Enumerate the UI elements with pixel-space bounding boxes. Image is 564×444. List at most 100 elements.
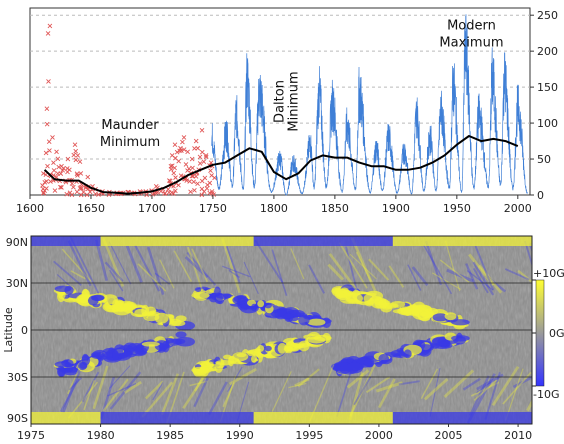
red-x-marker (47, 23, 53, 29)
field-patch (91, 353, 104, 360)
red-x-marker (41, 190, 46, 196)
poleward-streak (271, 371, 292, 412)
field-patch (175, 315, 187, 322)
field-patch (54, 361, 72, 368)
poleward-streak (227, 366, 243, 393)
poleward-streak (468, 253, 495, 287)
poleward-streak (429, 367, 441, 418)
red-x-marker (173, 188, 178, 194)
red-x-marker (201, 159, 207, 165)
red-x-marker (50, 135, 55, 140)
x-tick-label: 1900 (382, 202, 410, 215)
south-polar-band (392, 412, 532, 424)
field-patch (171, 338, 186, 345)
annotation: Dalton Minimum (273, 71, 302, 131)
poleward-streak (67, 240, 92, 287)
top-grid (30, 14, 530, 160)
y-tick-label: 50 (537, 153, 551, 166)
lat-tick-label: 90N (6, 236, 28, 249)
year-tick-label: 1975 (17, 429, 45, 442)
red-x-marker (173, 175, 178, 180)
north-polar-band (100, 236, 254, 246)
poleward-streak (186, 251, 217, 286)
poleward-streak (353, 376, 372, 406)
poleward-streak (472, 261, 495, 296)
poleward-streak (470, 381, 500, 397)
red-x-marker (42, 188, 47, 193)
poleward-streak (53, 260, 82, 287)
red-x-marker (192, 188, 197, 193)
sunspot-chart: 1600 1650 1700 1750 1800 1850 1900 1950 2000 0 50… (16, 7, 558, 215)
red-x-marker (209, 191, 215, 196)
poleward-streak (348, 372, 364, 421)
year-tick-label: 1980 (87, 429, 115, 442)
poleward-streak (474, 245, 494, 291)
poleward-streak (109, 371, 142, 410)
field-patch (223, 293, 232, 299)
lat-tick-label: 30N (6, 277, 28, 290)
field-patch (363, 294, 373, 303)
poleward-streak (184, 256, 209, 279)
poleward-streak (473, 379, 498, 401)
poleward-streak (243, 261, 259, 295)
poleward-streak (378, 378, 396, 409)
field-patch (390, 349, 406, 357)
red-x-marker (185, 168, 190, 173)
red-x-marker (59, 185, 64, 190)
red-x-marker (71, 152, 77, 158)
poleward-streak (502, 371, 532, 405)
red-x-marker (199, 192, 205, 198)
red-x-marker (41, 171, 46, 176)
red-x-marker (193, 138, 199, 144)
poleward-streak (517, 269, 532, 284)
poleward-streak (294, 377, 310, 387)
poleward-streak (465, 263, 479, 290)
poleward-streak (104, 261, 124, 283)
red-x-marker (46, 139, 52, 145)
field-patch (378, 353, 390, 364)
poleward-streak (443, 369, 475, 399)
poleward-streak (439, 259, 470, 283)
field-patch (298, 340, 310, 352)
field-patch (154, 312, 169, 324)
field-patch (307, 318, 326, 326)
x-tick-label: 2000 (504, 202, 532, 215)
colorbar-tick-label: -10G (533, 388, 560, 401)
field-patch (264, 302, 272, 309)
poleward-streak (102, 237, 125, 287)
poleward-streak (368, 258, 390, 281)
red-x-marker (46, 79, 51, 84)
red-x-marker (52, 188, 58, 193)
lat-tick-label: 30S (7, 371, 28, 384)
heatmap-lat-lines (31, 282, 532, 378)
field-patch (112, 299, 120, 310)
south-polar-band (31, 412, 101, 424)
poleward-streak (468, 375, 490, 416)
red-x-marker (67, 167, 72, 173)
red-x-marker (190, 165, 195, 171)
heatmap-ylabel: Latitude (2, 307, 15, 353)
field-patch (123, 301, 137, 311)
poleward-streak (67, 367, 81, 395)
butterfly-diagram: 90N 30N 0 30S 90S 1975 1980 1985 1990 1995 2000 20… (2, 235, 564, 442)
red-x-marker (208, 168, 213, 174)
field-patch (432, 313, 449, 322)
field-patch (307, 336, 326, 344)
red-x-marker (87, 189, 93, 195)
poleward-streak (59, 378, 80, 413)
heatmap-x-ticks: 1975 1980 1985 1990 1995 2000 2005 2010 (17, 424, 532, 442)
poleward-streak (423, 377, 449, 401)
field-patch (175, 331, 187, 338)
field-patch (191, 292, 210, 299)
red-x-marker (44, 179, 49, 184)
poleward-streak (123, 380, 142, 394)
red-x-marker (177, 148, 182, 154)
poleward-streak (68, 377, 82, 391)
poleward-streak (225, 246, 241, 283)
field-patch (257, 344, 265, 352)
x-tick-label: 1950 (443, 202, 471, 215)
smoothed-line (43, 135, 519, 195)
red-x-marker (74, 189, 80, 195)
poleward-streak (125, 245, 143, 283)
